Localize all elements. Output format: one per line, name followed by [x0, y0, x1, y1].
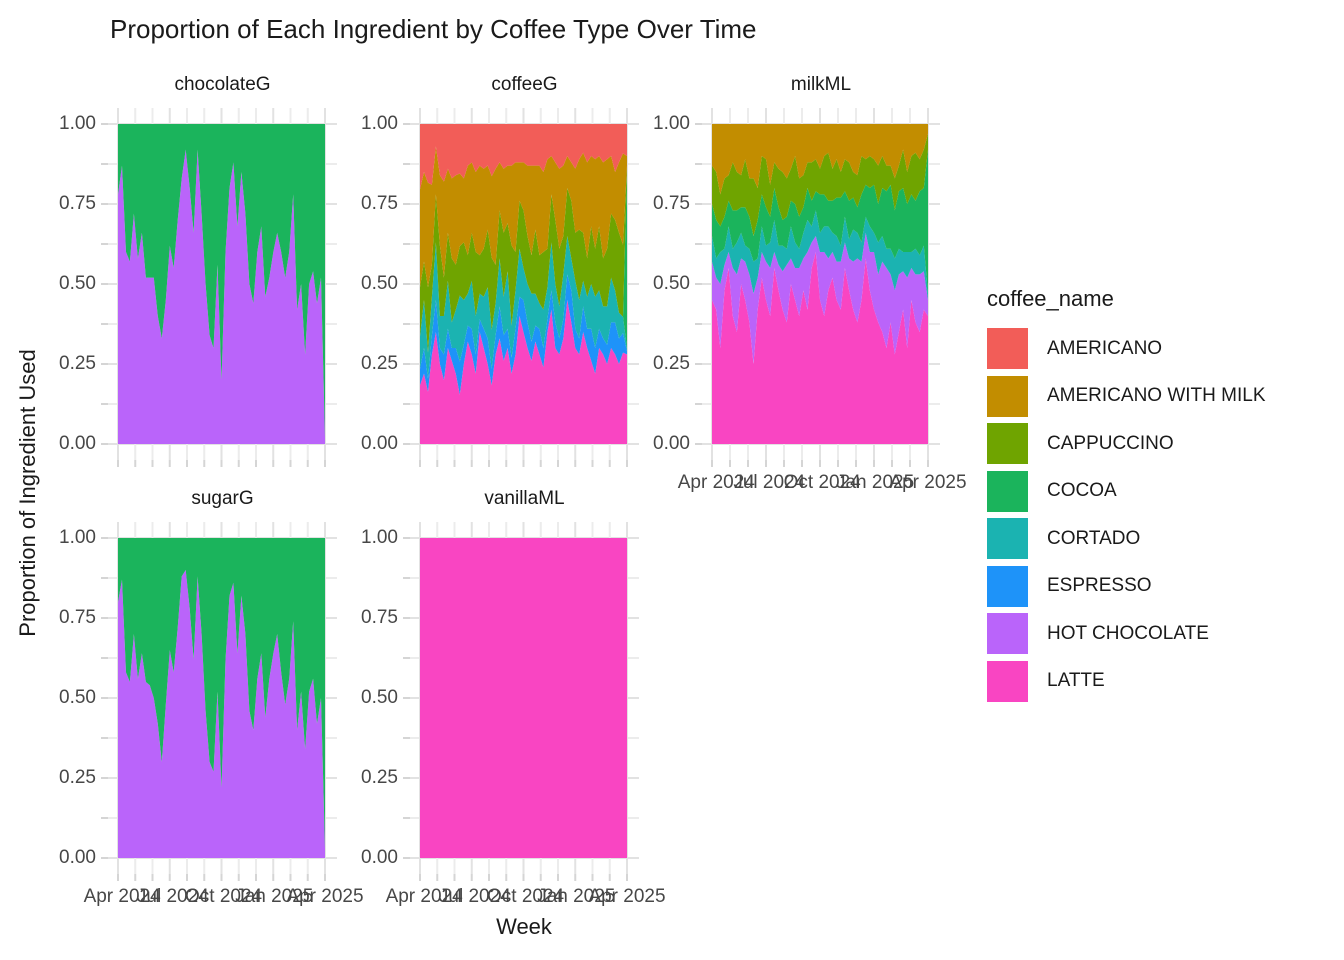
x-tick-label: Jan 2025	[835, 472, 915, 493]
area-cocoa	[712, 149, 928, 294]
y-tick-label: 0.00	[653, 433, 690, 454]
y-tick-label: 1.00	[653, 113, 690, 134]
facet-panel-coffeeG	[403, 108, 639, 467]
y-tick-label: 0.00	[59, 847, 96, 868]
y-tick-label: 0.00	[361, 847, 398, 868]
y-tick-label: 0.25	[59, 767, 96, 788]
legend-swatch-cocoa	[987, 470, 1028, 512]
area-cocoa	[118, 538, 325, 849]
legend-entry-label: COCOA	[1047, 480, 1117, 501]
area-hot-chocolate	[118, 149, 325, 444]
legend-entry-label: HOT CHOCOLATE	[1047, 622, 1209, 644]
facet-panel-vanillaML	[403, 522, 639, 881]
legend-swatch-cappuccino	[987, 423, 1028, 464]
x-tick-label: Jul 2024	[438, 886, 511, 907]
y-tick-label: 1.00	[361, 527, 398, 548]
x-tick-label: Apr 2025	[286, 886, 364, 907]
legend-entry: ESPRESSO	[987, 565, 1152, 607]
legend-entry: COCOA	[987, 470, 1117, 512]
y-tick-label: 0.75	[59, 193, 96, 214]
area-cortado	[420, 236, 627, 379]
legend-swatch-hot-chocolate	[987, 613, 1028, 654]
legend-entry: LATTE	[987, 660, 1105, 702]
legend-title: coffee_name	[987, 286, 1114, 311]
area-cappuccino	[712, 133, 928, 236]
y-tick-label: 0.75	[361, 607, 398, 628]
facet-strip-title: chocolateG	[174, 74, 271, 95]
legend-entry-label: CAPPUCCINO	[1047, 432, 1174, 454]
legend-entry: CAPPUCCINO	[987, 423, 1174, 464]
area-hot-chocolate	[712, 232, 928, 364]
area-hot-chocolate	[118, 570, 325, 858]
y-axis-title: Proportion of Ingredient Used	[15, 349, 40, 637]
x-tick-label: Apr 2024	[385, 886, 463, 907]
x-axis-title: Week	[496, 914, 552, 939]
x-tick-label: Oct 2024	[185, 886, 263, 907]
y-tick-label: 0.50	[59, 687, 96, 708]
legend-entry-label: AMERICANO	[1047, 337, 1163, 359]
facet-strip-title: sugarG	[191, 488, 254, 509]
legend-entry: HOT CHOCOLATE	[987, 613, 1209, 654]
area-latte	[420, 538, 627, 858]
legend-swatch-latte	[987, 660, 1028, 702]
y-tick-label: 0.50	[653, 273, 690, 294]
x-tick-label: Oct 2024	[783, 472, 861, 493]
x-tick-label: Jul 2024	[733, 472, 806, 493]
legend-entry: AMERICANO	[987, 328, 1162, 369]
legend-entry-label: LATTE	[1047, 670, 1105, 691]
y-tick-label: 0.50	[361, 687, 398, 708]
x-tick-label: Apr 2024	[677, 472, 755, 493]
x-tick-label: Jul 2024	[136, 886, 209, 907]
legend-entry: CORTADO	[987, 518, 1140, 559]
chart-title: Proportion of Each Ingredient by Coffee …	[110, 14, 757, 44]
x-tick-label: Oct 2024	[487, 886, 565, 907]
y-tick-label: 0.50	[361, 273, 398, 294]
legend-swatch-cortado	[987, 518, 1028, 559]
area-americano-with-milk	[712, 124, 928, 195]
legend-entry: AMERICANO WITH MILK	[987, 375, 1266, 417]
area-cortado	[712, 210, 928, 300]
area-cappuccino	[420, 165, 627, 353]
y-tick-label: 0.25	[361, 767, 398, 788]
facet-strip-title: vanillaML	[484, 488, 565, 509]
x-tick-label: Jan 2025	[235, 886, 314, 907]
x-tick-label: Apr 2025	[588, 886, 666, 907]
x-tick-label: Apr 2024	[83, 886, 161, 907]
y-tick-label: 0.25	[653, 353, 690, 374]
y-tick-label: 1.00	[361, 113, 398, 134]
facet-panel-chocolateG	[101, 108, 337, 467]
facet-panel-milkML	[695, 108, 940, 467]
legend-swatch-americano	[987, 328, 1028, 369]
legend-entries: AMERICANO AMERICANO WITH MILK CAPPUCCINO CO…	[987, 328, 1344, 708]
area-espresso	[420, 274, 627, 395]
y-tick-label: 0.00	[59, 433, 96, 454]
area-cocoa	[118, 124, 325, 438]
area-latte	[420, 300, 627, 444]
y-tick-label: 0.00	[361, 433, 398, 454]
area-americano-with-milk	[420, 146, 627, 288]
x-tick-label: Jan 2025	[537, 886, 616, 907]
legend-entry-label: AMERICANO WITH MILK	[1047, 385, 1266, 406]
y-tick-label: 0.25	[59, 353, 96, 374]
y-tick-label: 0.25	[361, 353, 398, 374]
legend-swatch-americano-with-milk	[987, 375, 1028, 417]
y-tick-label: 0.50	[59, 273, 96, 294]
y-tick-label: 1.00	[59, 527, 96, 548]
y-tick-label: 1.00	[59, 113, 96, 134]
legend-entry-label: ESPRESSO	[1047, 575, 1152, 596]
facet-panel-sugarG	[101, 522, 337, 881]
x-tick-label: Apr 2025	[889, 472, 967, 493]
legend-swatch-espresso	[987, 565, 1028, 607]
y-tick-label: 0.75	[59, 607, 96, 628]
y-tick-label: 0.75	[653, 193, 690, 214]
legend-entry-label: CORTADO	[1047, 527, 1141, 549]
facet-strip-title: coffeeG	[491, 74, 558, 95]
facet-strip-title: milkML	[790, 74, 852, 95]
y-tick-label: 0.75	[361, 193, 398, 214]
area-americano	[420, 124, 627, 190]
